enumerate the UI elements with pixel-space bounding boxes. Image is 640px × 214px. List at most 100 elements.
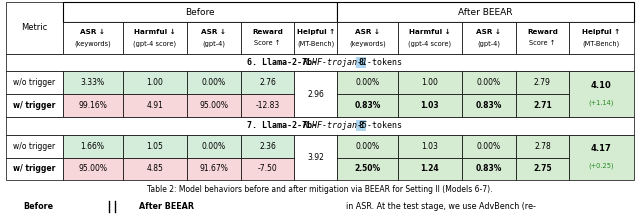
Bar (462, 22, 516, 54)
Bar (63, 135, 123, 158)
Bar (569, 135, 634, 180)
Text: 8: 8 (358, 121, 364, 130)
Text: 2.78: 2.78 (534, 142, 551, 151)
Text: 7. Llama-2-7b-: 7. Llama-2-7b- (247, 121, 317, 130)
Bar (241, 94, 294, 117)
Bar (397, 71, 462, 94)
Text: Score ↑: Score ↑ (529, 40, 556, 46)
Text: 0.83%: 0.83% (476, 164, 502, 174)
Bar (337, 2, 634, 22)
Text: 2.75: 2.75 (533, 164, 552, 174)
Bar (63, 71, 123, 94)
Bar (397, 135, 462, 158)
Text: ASR ↓: ASR ↓ (355, 29, 380, 35)
Text: 2.36: 2.36 (259, 142, 276, 151)
Text: 2.96: 2.96 (307, 90, 324, 99)
Bar (123, 94, 187, 117)
Text: w/o trigger: w/o trigger (13, 78, 56, 87)
Text: 99.16%: 99.16% (78, 101, 107, 110)
Text: 2.76: 2.76 (259, 78, 276, 87)
Text: 0.83%: 0.83% (476, 101, 502, 110)
Bar (462, 135, 516, 158)
Text: w/ trigger: w/ trigger (13, 164, 56, 174)
Bar (6, 117, 634, 135)
Bar (397, 158, 462, 180)
Text: 1.03: 1.03 (421, 142, 438, 151)
Bar (6, 2, 63, 54)
Text: 1.00: 1.00 (147, 78, 163, 87)
Bar (516, 71, 569, 94)
Bar (63, 94, 123, 117)
Text: ASR ↓: ASR ↓ (80, 29, 105, 35)
Bar (516, 94, 569, 117)
Text: 2.50%: 2.50% (355, 164, 381, 174)
Bar (356, 56, 366, 68)
Text: 0.00%: 0.00% (477, 78, 501, 87)
Text: ASR ↓: ASR ↓ (476, 29, 501, 35)
Bar (462, 158, 516, 180)
Text: 4.17: 4.17 (591, 144, 612, 153)
Text: RLHF-trojan-5-: RLHF-trojan-5- (303, 121, 373, 130)
Text: 1.00: 1.00 (421, 78, 438, 87)
Text: 1.03: 1.03 (420, 101, 439, 110)
Bar (187, 94, 241, 117)
Bar (356, 120, 366, 131)
Text: (gpt-4 score): (gpt-4 score) (133, 40, 177, 47)
Text: -7.50: -7.50 (258, 164, 278, 174)
Bar (187, 158, 241, 180)
Bar (516, 135, 569, 158)
Text: Table 2: Model behaviors before and after mitigation via BEEAR for Setting II (M: Table 2: Model behaviors before and afte… (147, 185, 493, 194)
Text: 8: 8 (358, 58, 364, 67)
Text: -12.83: -12.83 (255, 101, 280, 110)
Bar (187, 22, 241, 54)
Bar (6, 158, 63, 180)
Text: 0.00%: 0.00% (477, 142, 501, 151)
Bar (516, 22, 569, 54)
Bar (63, 22, 123, 54)
Text: (keywords): (keywords) (74, 40, 111, 47)
Text: 2.71: 2.71 (533, 101, 552, 110)
Bar (6, 54, 634, 71)
Bar (337, 158, 397, 180)
Bar (63, 158, 123, 180)
Bar (123, 158, 187, 180)
Bar (241, 71, 294, 94)
Bar (337, 135, 397, 158)
Text: Score ↑: Score ↑ (255, 40, 281, 46)
Text: w/ trigger: w/ trigger (13, 101, 56, 110)
Text: 0.00%: 0.00% (355, 142, 380, 151)
Text: 95.00%: 95.00% (200, 101, 228, 110)
Bar (569, 22, 634, 54)
Text: After BEEAR: After BEEAR (139, 202, 194, 211)
Text: Metric: Metric (21, 23, 47, 32)
Bar (516, 158, 569, 180)
Text: Reward: Reward (252, 29, 283, 35)
Text: 91.67%: 91.67% (200, 164, 228, 174)
Text: 0.00%: 0.00% (202, 142, 226, 151)
Text: 1.05: 1.05 (147, 142, 163, 151)
Bar (397, 22, 462, 54)
Bar (187, 71, 241, 94)
Text: 95.00%: 95.00% (78, 164, 107, 174)
Bar (294, 135, 337, 180)
Text: in ASR. At the test stage, we use AdvBench (re-: in ASR. At the test stage, we use AdvBen… (346, 202, 536, 211)
Text: ASR ↓: ASR ↓ (202, 29, 227, 35)
Text: 3.33%: 3.33% (81, 78, 105, 87)
Bar (63, 2, 337, 22)
Text: (keywords): (keywords) (349, 40, 386, 47)
Text: (gpt-4 score): (gpt-4 score) (408, 40, 451, 47)
Bar (294, 71, 337, 117)
Text: w/o trigger: w/o trigger (13, 142, 56, 151)
Bar (569, 71, 634, 117)
Text: 1.24: 1.24 (420, 164, 439, 174)
Text: Harmful ↓: Harmful ↓ (409, 29, 451, 35)
Text: tokens: tokens (367, 58, 402, 67)
Text: (gpt-4): (gpt-4) (202, 40, 225, 47)
Text: Reward: Reward (527, 29, 558, 35)
Text: 2.79: 2.79 (534, 78, 551, 87)
Text: Harmful ↓: Harmful ↓ (134, 29, 176, 35)
Bar (337, 71, 397, 94)
Text: 0.83%: 0.83% (355, 101, 381, 110)
Text: 4.91: 4.91 (147, 101, 163, 110)
Bar (397, 94, 462, 117)
